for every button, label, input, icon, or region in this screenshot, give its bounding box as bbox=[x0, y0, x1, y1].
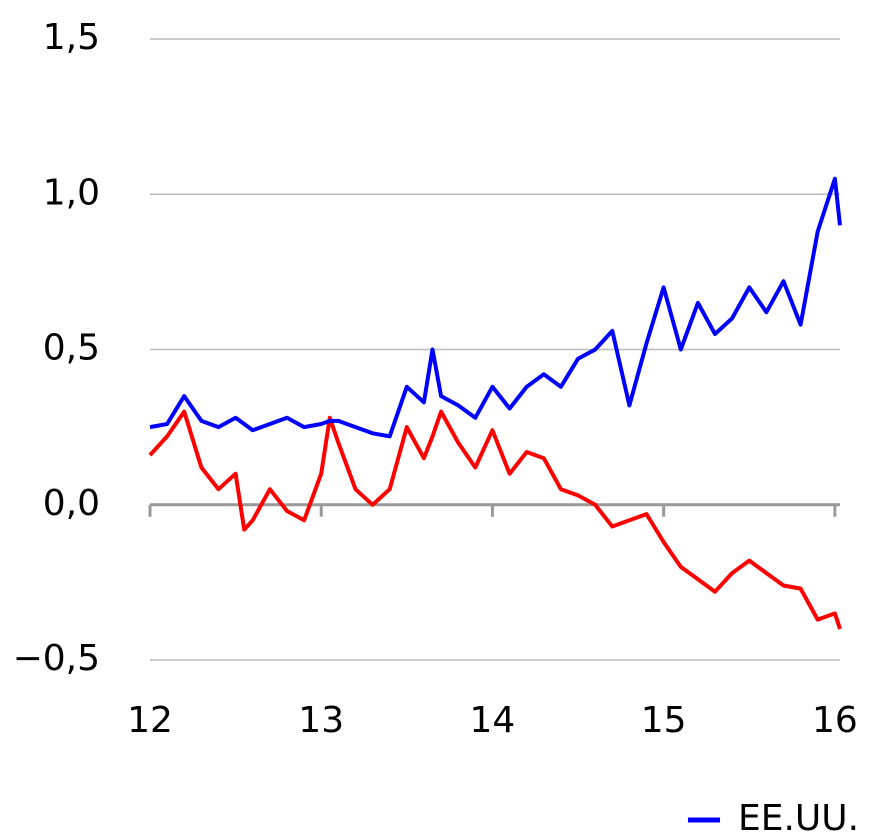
y-tick-label: −0,5 bbox=[13, 638, 100, 679]
legend-label: EE.UU. bbox=[738, 798, 859, 834]
x-tick-label: 13 bbox=[298, 700, 344, 741]
y-tick-label: 1,5 bbox=[43, 17, 100, 58]
y-tick-label: 0,5 bbox=[43, 328, 100, 369]
series-line bbox=[149, 176, 842, 439]
y-tick-label: 0,0 bbox=[43, 483, 100, 524]
y-tick-label: 1,0 bbox=[43, 172, 100, 213]
x-tick-label: 15 bbox=[641, 700, 687, 741]
x-tick-label: 16 bbox=[812, 700, 858, 741]
x-tick-label: 14 bbox=[470, 700, 516, 741]
series-line bbox=[148, 409, 842, 630]
x-tick-label: 12 bbox=[127, 700, 173, 741]
